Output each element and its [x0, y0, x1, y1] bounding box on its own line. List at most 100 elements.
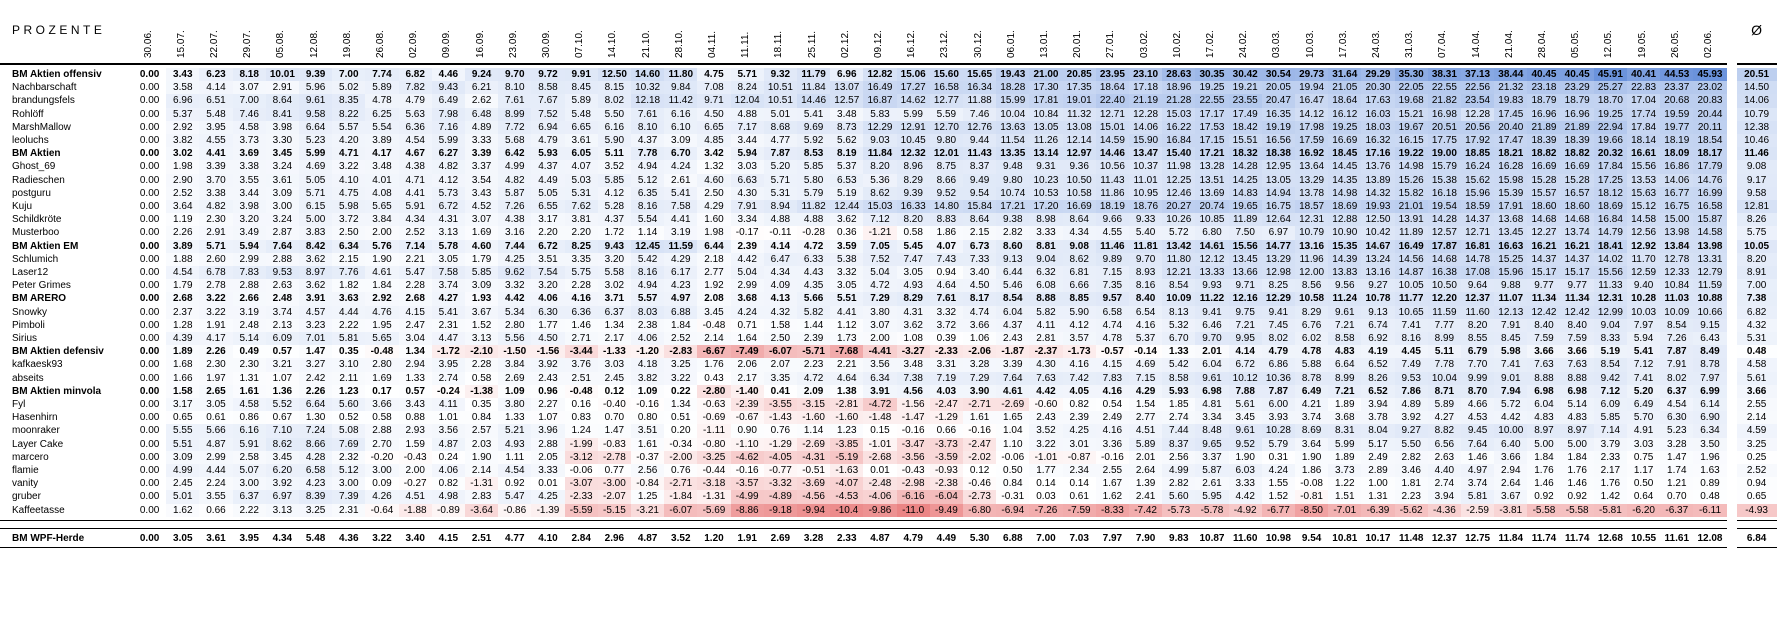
cell: -2.71: [963, 398, 997, 412]
cell: 10.50: [1427, 279, 1461, 293]
cell: 5.73: [431, 186, 465, 200]
cell: 12.56: [1627, 226, 1661, 240]
cell: 11.98: [1162, 160, 1196, 174]
cell: 3.20: [531, 279, 565, 293]
cell: -9.86: [863, 503, 897, 517]
cell: 16.81: [1461, 239, 1495, 253]
cell: 10.95: [1129, 186, 1163, 200]
cell: -1.01: [1029, 450, 1063, 464]
cell: 5.65: [365, 332, 399, 346]
cell: 0.00: [139, 504, 160, 516]
cell: 23.95: [1095, 68, 1129, 82]
cell: 3.43: [398, 398, 432, 412]
column-header: 10.02.: [1171, 30, 1183, 58]
cell: 4.29: [697, 200, 731, 214]
cell: 0.00: [139, 135, 160, 146]
cell: 20.44: [1693, 107, 1727, 121]
cell: 4.12: [1062, 318, 1096, 332]
cell: 8.75: [929, 160, 963, 174]
cell: 6.65: [564, 120, 598, 134]
cell: 6.64: [299, 398, 333, 412]
cell: 9.61: [1195, 371, 1229, 385]
cell: 0.96: [531, 384, 565, 398]
cell: 15.90: [1129, 134, 1163, 148]
cell: 16.77: [1660, 186, 1694, 200]
column-header: 21.10.: [640, 30, 652, 58]
cell: 13.45: [1228, 252, 1262, 266]
cell: -0.89: [431, 503, 465, 517]
cell: 5.99: [896, 107, 930, 121]
cell: 5.37: [166, 107, 200, 121]
cell: 6.58: [299, 464, 333, 478]
cell: 7.54: [531, 266, 565, 280]
cell: -2.07: [597, 490, 631, 504]
cell: 20.74: [1195, 200, 1229, 214]
cell: 2.61: [1195, 477, 1229, 491]
cell: 9.64: [1461, 279, 1495, 293]
cell: 11.48: [1398, 532, 1424, 544]
cell: -1.87: [996, 345, 1030, 359]
cell: 1.33: [398, 371, 432, 385]
cell: 4.12: [431, 173, 465, 187]
cell: 13.14: [1029, 147, 1063, 161]
average-cell: 10.05: [1736, 239, 1777, 253]
cell: -3.25: [697, 450, 731, 464]
cell: 4.14: [199, 81, 233, 95]
cell: 35.30: [1394, 68, 1428, 82]
cell: 4.97: [1461, 464, 1495, 478]
cell: 15.79: [1427, 160, 1461, 174]
cell: -4.72: [863, 398, 897, 412]
cell: 4.26: [365, 490, 399, 504]
cell: 1.90: [1295, 450, 1329, 464]
cell: 2.88: [265, 252, 299, 266]
cell: 2.82: [996, 226, 1030, 240]
cell: 0.00: [139, 438, 160, 450]
cell: -5.62: [1394, 503, 1428, 517]
cell: 3.74: [265, 305, 299, 319]
cell: 16.34: [963, 81, 997, 95]
cell: 19.01: [1062, 94, 1096, 108]
cell: 2.09: [797, 384, 831, 398]
cell: -4.89: [763, 490, 797, 504]
cell: 15.96: [1494, 266, 1528, 280]
cell: 9.77: [1527, 279, 1561, 293]
cell: 3.57: [1062, 332, 1096, 346]
cell: 18.41: [1593, 239, 1627, 253]
cell: 12.00: [1295, 266, 1329, 280]
cell: 6.88: [1003, 532, 1023, 544]
cell: 7.76: [332, 266, 366, 280]
cell: 8.02: [1261, 332, 1295, 346]
cell: 1.31: [232, 371, 266, 385]
cell: 23.18: [1527, 81, 1561, 95]
cell: 7.16: [431, 120, 465, 134]
cell: 1.76: [1593, 477, 1627, 491]
cell: 2.96: [604, 532, 625, 544]
cell: 4.94: [631, 279, 665, 293]
cell: 5.34: [498, 305, 532, 319]
cell: 2.60: [199, 252, 233, 266]
cell: 12.31: [1593, 292, 1627, 306]
cell: 8.93: [1129, 266, 1163, 280]
cell: 5.88: [1295, 358, 1329, 372]
cell: -5.58: [1527, 503, 1561, 517]
average-cell: -4.93: [1736, 503, 1777, 517]
cell: 8.71: [1427, 384, 1461, 398]
cell: 4.21: [1295, 398, 1329, 412]
cell: 19.54: [1427, 200, 1461, 214]
cell: 2.88: [531, 437, 565, 451]
cell: 15.21: [1394, 107, 1428, 121]
cell: 4.49: [531, 173, 565, 187]
cell: 15.26: [1394, 173, 1428, 187]
cell: 10.28: [1627, 292, 1661, 306]
cell: 1.73: [830, 332, 864, 346]
cell: 14.56: [1394, 252, 1428, 266]
cell: 15.65: [963, 68, 997, 82]
cell: 4.42: [1494, 411, 1528, 425]
cell: 0.00: [139, 253, 160, 265]
cell: 1.58: [166, 384, 200, 398]
cell: 14.78: [1461, 252, 1495, 266]
cell: 8.81: [1029, 239, 1063, 253]
cell: 22.55: [1195, 94, 1229, 108]
cell: 3.56: [863, 358, 897, 372]
